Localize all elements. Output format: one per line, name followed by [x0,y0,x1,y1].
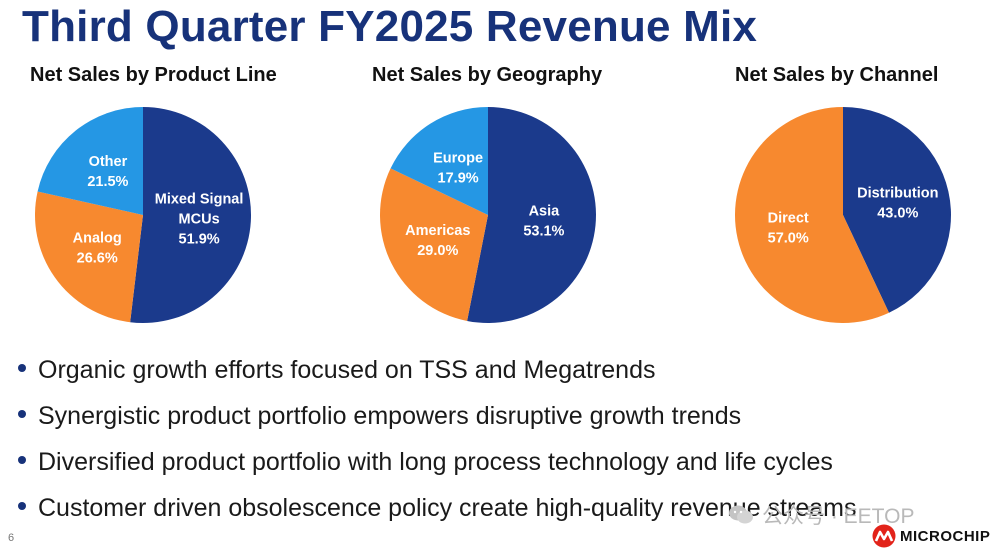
pie-slice-mixed-signal-mcus [130,107,252,323]
pie-label-europe: Europe 17.9% [433,151,483,187]
pie-slice-americas [379,168,488,321]
pie-slice-other [37,107,143,215]
pie-label-direct: Direct 57.0% [768,210,809,246]
watermark: 公众号 · EETOP [728,500,914,530]
pie-chart-channel: Distribution 43.0% Direct 57.0% [734,106,951,323]
microchip-logo-icon [872,524,896,548]
pie-slice-analog [34,191,143,323]
pie-slice-asia [467,107,596,323]
microchip-logo: MICROCHIP [872,524,990,548]
pie-slice-europe [390,107,488,215]
pie-label-distribution: Distribution 43.0% [857,186,938,222]
bullet-item: Customer driven obsolescence policy crea… [18,490,918,536]
pie-label-mixed-signal-mcus: Mixed Signal MCUs 51.9% [155,191,244,247]
chart-title-geography: Net Sales by Geography [372,64,603,86]
bullet-text: Organic growth efforts focused on TSS an… [38,356,656,384]
wechat-icon [729,505,753,524]
pie-chart-product-line: Mixed Signal MCUs 51.9% Analog 26.6% Other 21.… [34,107,252,323]
chart-title-channel: Net Sales by Channel [735,64,939,86]
pie-slice-distribution [843,107,951,313]
page-number: 6 [8,532,15,544]
bullet-dot [18,456,26,464]
pie-slice-direct [734,106,889,323]
bullet-item: Diversified product portfolio with long … [18,444,918,490]
bullet-text: Synergistic product portfolio empowers d… [38,402,742,430]
bullet-list: Organic growth efforts focused on TSS an… [18,352,918,536]
pie-label-americas: Americas 29.0% [405,223,470,259]
bullet-dot [18,502,26,510]
watermark-text: 公众号 · EETOP [762,505,915,528]
chart-title-product-line: Net Sales by Product Line [30,64,277,86]
bullet-dot [18,364,26,372]
microchip-logo-text: MICROCHIP [900,527,991,545]
bullet-item: Organic growth efforts focused on TSS an… [18,352,918,398]
bullet-item: Synergistic product portfolio empowers d… [18,398,918,444]
bullet-text: Diversified product portfolio with long … [38,448,833,476]
slide-title: Third Quarter FY2025 Revenue Mix [22,2,758,51]
pie-label-other: Other 21.5% [87,154,128,190]
pie-label-analog: Analog 26.6% [73,230,122,266]
pie-label-asia: Asia 53.1% [523,204,564,240]
bullet-text: Customer driven obsolescence policy crea… [38,494,857,522]
bullet-dot [18,410,26,418]
pie-chart-geography: Asia 53.1% Americas 29.0% Europe 17.9% [379,107,596,323]
